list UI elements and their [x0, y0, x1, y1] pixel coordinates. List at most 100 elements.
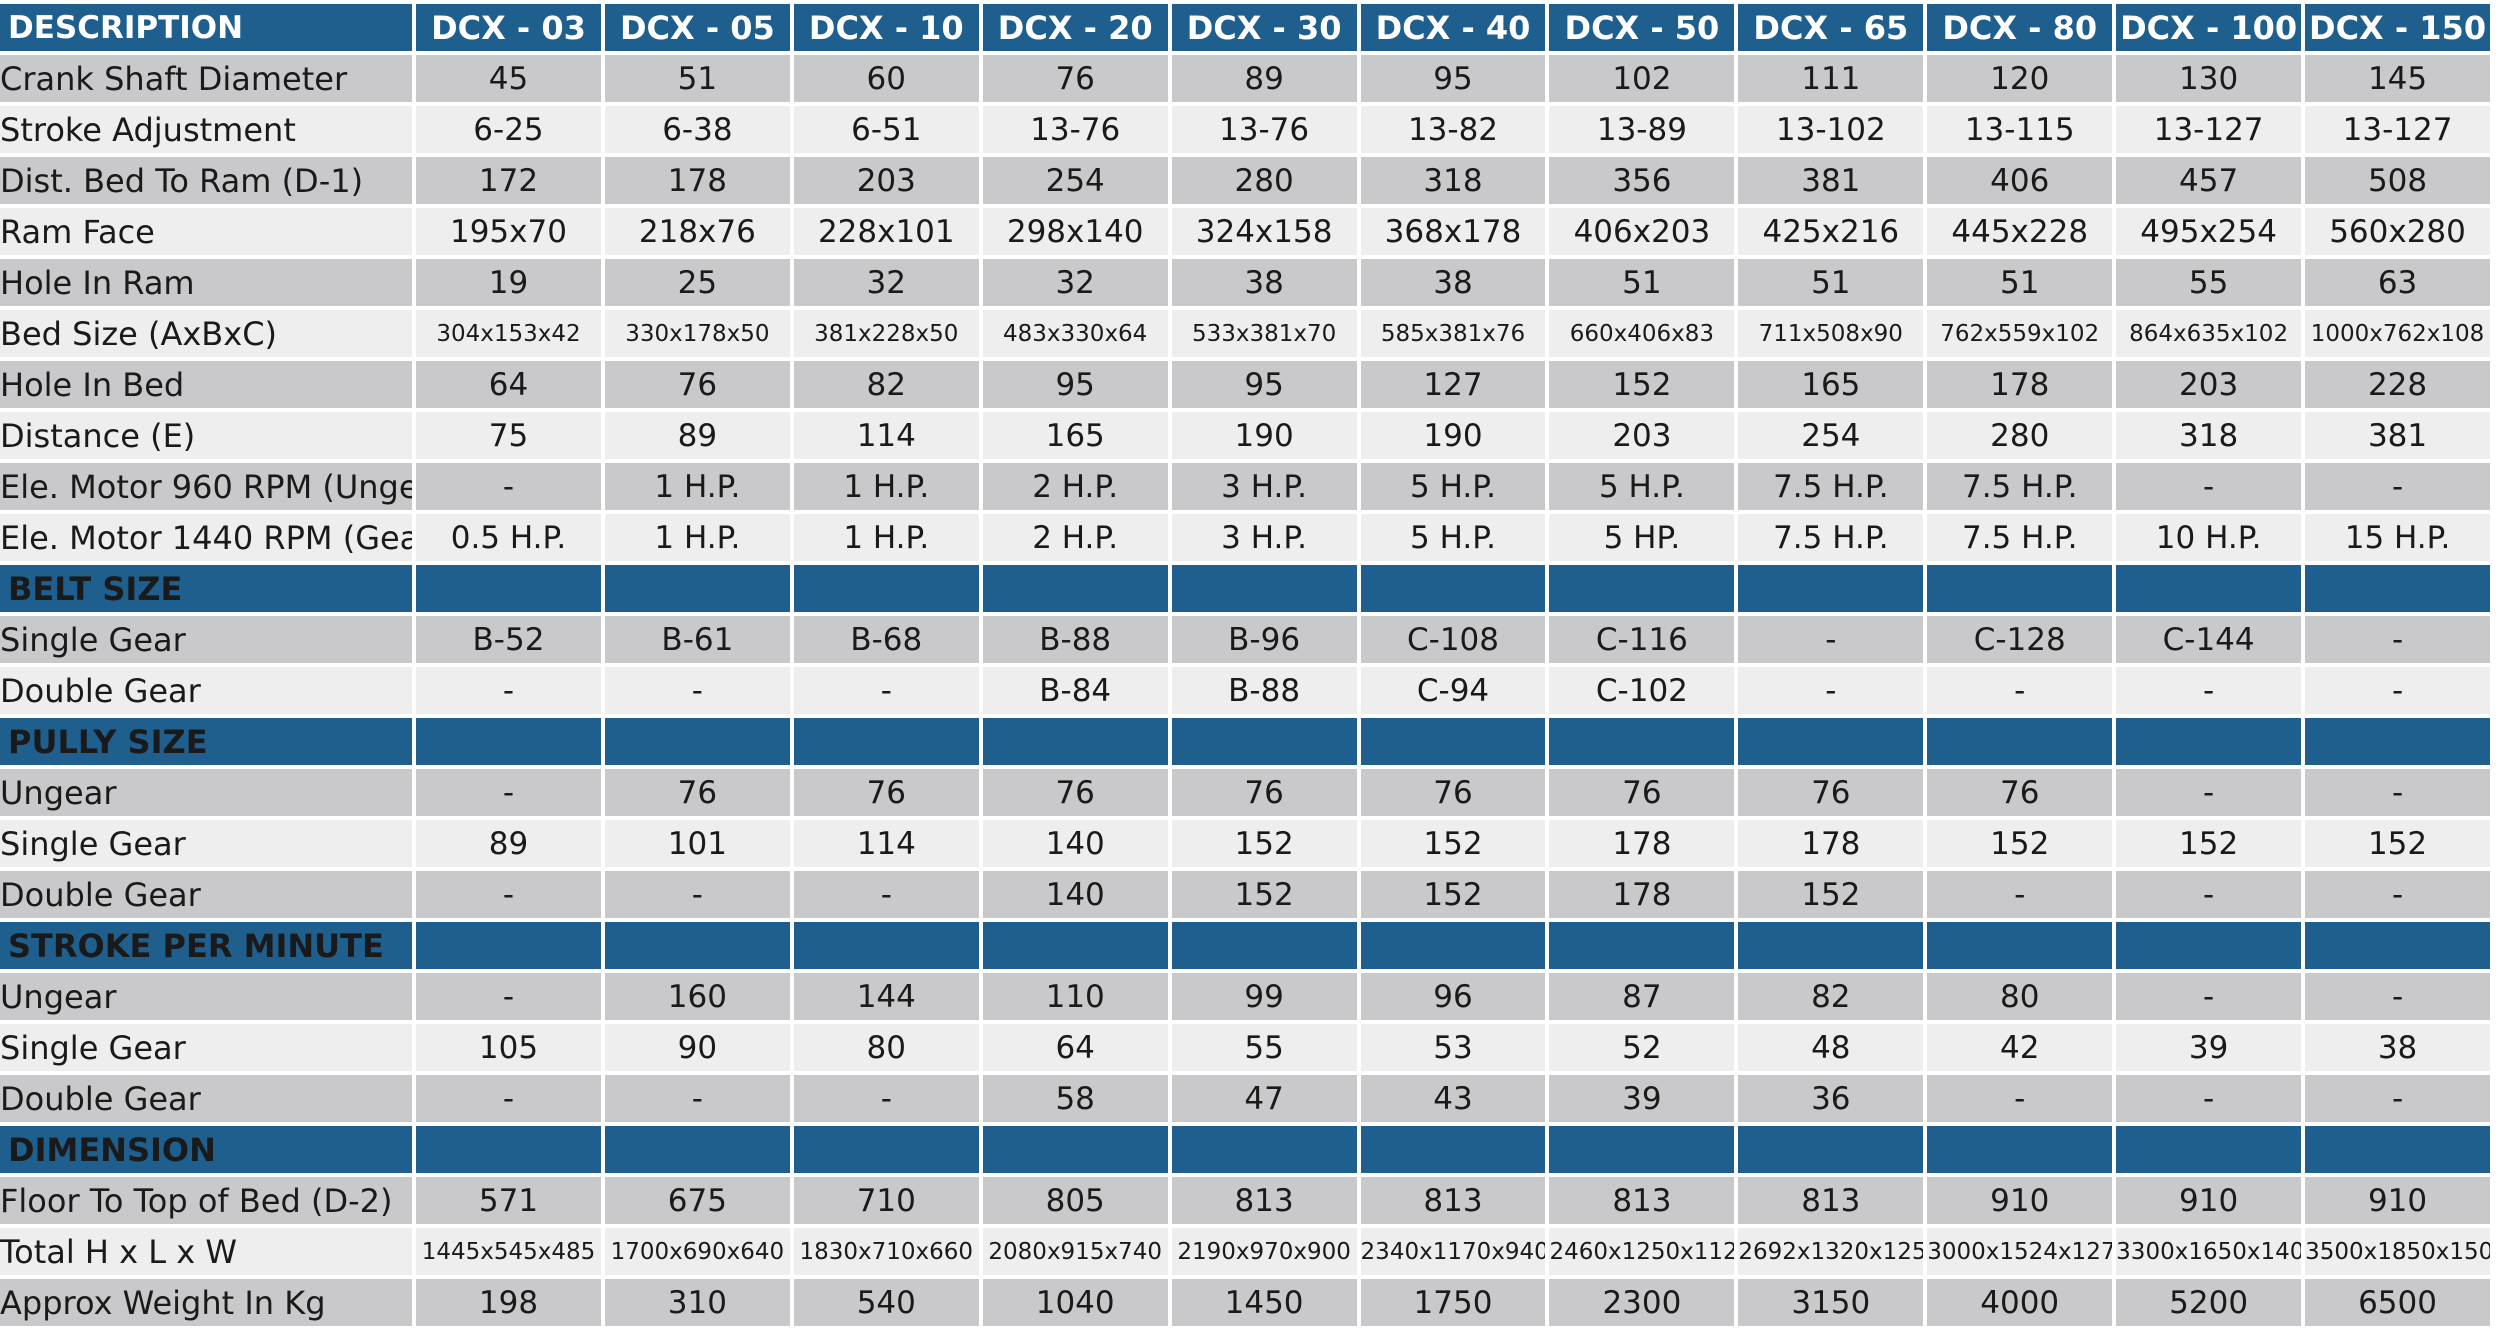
table-cell: 324x158: [1171, 208, 1357, 255]
section-cell: [2116, 718, 2302, 765]
table-cell: 5 H.P.: [1549, 463, 1735, 510]
row-label: Ungear: [0, 769, 413, 816]
header-model: DCX - 100: [2116, 4, 2302, 51]
table-row: Approx Weight In Kg 198 310 540 1040 1450 1750…: [0, 1279, 2490, 1326]
table-cell: 805: [982, 1177, 1168, 1224]
row-label: Total H x L x W: [0, 1228, 413, 1275]
table-cell: 82: [793, 361, 979, 408]
table-cell: 571: [416, 1177, 601, 1224]
table-cell: 1700x690x640: [604, 1228, 790, 1275]
row-label: Ram Face: [0, 208, 413, 255]
table-cell: 5 H.P.: [1360, 514, 1546, 561]
table-row: Floor To Top of Bed (D-2) 571 675 710 805 813…: [0, 1177, 2490, 1224]
table-cell: 675: [604, 1177, 790, 1224]
table-cell: 55: [1171, 1024, 1357, 1071]
table-cell: 254: [982, 157, 1168, 204]
table-cell: 36: [1738, 1075, 1924, 1122]
section-title: PULLY SIZE: [0, 718, 413, 765]
table-cell: 533x381x70: [1171, 310, 1357, 357]
table-cell: 6500: [2305, 1279, 2490, 1326]
section-cell: [982, 1126, 1168, 1173]
section-cell: [793, 922, 979, 969]
table-row: Double Gear - - - B-84 B-88 C-94 C-102- - - -: [0, 667, 2490, 714]
row-label: Single Gear: [0, 616, 413, 663]
table-cell: -: [416, 667, 601, 714]
table-cell: 3150: [1738, 1279, 1924, 1326]
header-model: DCX - 65: [1738, 4, 1924, 51]
table-cell: 51: [1549, 259, 1735, 306]
table-row: Double Gear - - -140 152 152 178 152- - -: [0, 871, 2490, 918]
table-cell: 110: [982, 973, 1168, 1020]
table-cell: C-116: [1549, 616, 1735, 663]
table-cell: 101: [604, 820, 790, 867]
table-cell: 198: [416, 1279, 601, 1326]
table-cell: 47: [1171, 1075, 1357, 1122]
table-cell: 10 H.P.: [2116, 514, 2302, 561]
table-cell: 2340x1170x940: [1360, 1228, 1546, 1275]
table-cell: 2 H.P.: [982, 514, 1168, 561]
table-cell: 130: [2116, 55, 2302, 102]
table-cell: -: [2116, 667, 2302, 714]
section-cell: [1171, 1126, 1357, 1173]
table-cell: -: [2116, 769, 2302, 816]
table-cell: 152: [1171, 871, 1357, 918]
table-cell: 76: [793, 769, 979, 816]
table-cell: 1 H.P.: [604, 463, 790, 510]
table-cell: 15 H.P.: [2305, 514, 2490, 561]
table-row: Ele. Motor 1440 RPM (Gear) 0.5 H.P. 1 H.P.…: [0, 514, 2490, 561]
table-cell: 160: [604, 973, 790, 1020]
table-cell: -: [793, 667, 979, 714]
table-cell: 76: [1549, 769, 1735, 816]
table-cell: 381: [2305, 412, 2490, 459]
table-cell: 13-115: [1927, 106, 2113, 153]
row-label: Distance (E): [0, 412, 413, 459]
section-cell: [793, 1126, 979, 1173]
section-header-row: BELT SIZE: [0, 565, 2490, 612]
table-cell: 5200: [2116, 1279, 2302, 1326]
table-cell: 99: [1171, 973, 1357, 1020]
header-model: DCX - 50: [1549, 4, 1735, 51]
row-label: Ungear: [0, 973, 413, 1020]
section-cell: [1171, 718, 1357, 765]
table-cell: 13-127: [2305, 106, 2490, 153]
table-cell: 13-82: [1360, 106, 1546, 153]
table-cell: 813: [1171, 1177, 1357, 1224]
section-cell: [416, 922, 601, 969]
section-cell: [1738, 1126, 1924, 1173]
table-cell: 13-76: [1171, 106, 1357, 153]
table-cell: 813: [1360, 1177, 1546, 1224]
section-cell: [1927, 565, 2113, 612]
table-cell: 96: [1360, 973, 1546, 1020]
table-cell: 406x203: [1549, 208, 1735, 255]
table-cell: -: [1738, 616, 1924, 663]
table-cell: C-94: [1360, 667, 1546, 714]
table-cell: 1 H.P.: [793, 514, 979, 561]
table-cell: 39: [2116, 1024, 2302, 1071]
table-cell: 6-25: [416, 106, 601, 153]
table-cell: 218x76: [604, 208, 790, 255]
section-cell: [604, 565, 790, 612]
row-label: Approx Weight In Kg: [0, 1279, 413, 1326]
table-cell: 76: [604, 361, 790, 408]
section-cell: [2116, 1126, 2302, 1173]
table-cell: 13-89: [1549, 106, 1735, 153]
table-cell: 76: [604, 769, 790, 816]
table-cell: 52: [1549, 1024, 1735, 1071]
table-cell: 114: [793, 820, 979, 867]
table-cell: 178: [1738, 820, 1924, 867]
section-title: STROKE PER MINUTE: [0, 922, 413, 969]
table-cell: 5 H.P.: [1360, 463, 1546, 510]
table-cell: 4000: [1927, 1279, 2113, 1326]
row-label: Double Gear: [0, 871, 413, 918]
table-row: Distance (E) 75 89 114 165 190 190 203 254 280 318…: [0, 412, 2490, 459]
table-cell: 1750: [1360, 1279, 1546, 1326]
table-row: Ungear -160 144 110 99 96 87 82 80- -: [0, 973, 2490, 1020]
table-cell: 762x559x102: [1927, 310, 2113, 357]
table-cell: 42: [1927, 1024, 2113, 1071]
table-cell: 1000x762x108: [2305, 310, 2490, 357]
table-row: Total H x L x W 1445x545x485 1700x690x640 1…: [0, 1228, 2490, 1275]
section-cell: [2305, 1126, 2490, 1173]
table-cell: 483x330x64: [982, 310, 1168, 357]
table-cell: 51: [604, 55, 790, 102]
